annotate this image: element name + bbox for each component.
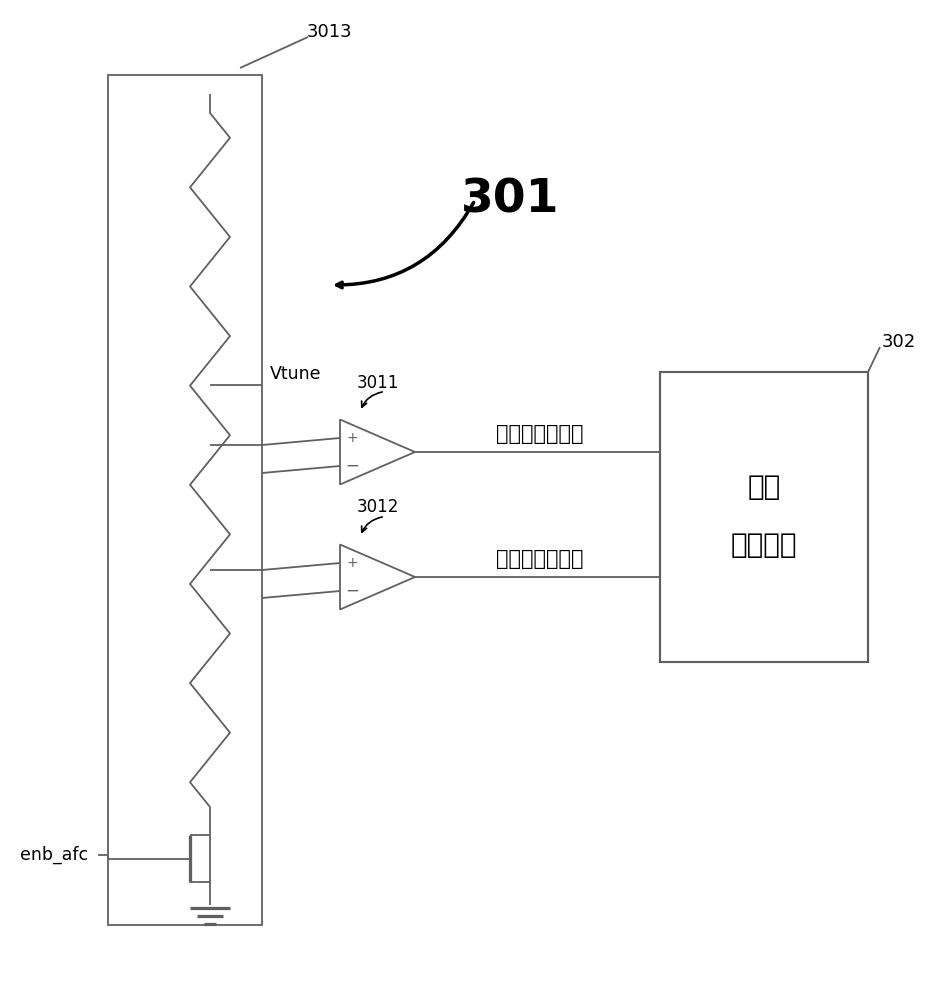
Text: 3012: 3012 [357, 498, 399, 516]
Text: 控制电路: 控制电路 [731, 531, 798, 559]
Text: 第一电平输出端: 第一电平输出端 [496, 549, 583, 569]
Text: 重锁: 重锁 [747, 473, 781, 501]
Text: −: − [345, 582, 359, 600]
Bar [108, 75, 262, 925]
Text: 第二电平输出端: 第二电平输出端 [496, 424, 583, 444]
Text: Vtune: Vtune [270, 365, 322, 383]
Text: −: − [345, 457, 359, 475]
Bar [660, 372, 868, 662]
Text: 302: 302 [882, 333, 916, 351]
Text: 301: 301 [461, 178, 559, 223]
Text: 3011: 3011 [357, 373, 399, 391]
Text: enb_afc: enb_afc [20, 846, 88, 864]
Text: 3013: 3013 [308, 23, 352, 41]
Text: +: + [346, 556, 358, 570]
Text: +: + [346, 431, 358, 445]
